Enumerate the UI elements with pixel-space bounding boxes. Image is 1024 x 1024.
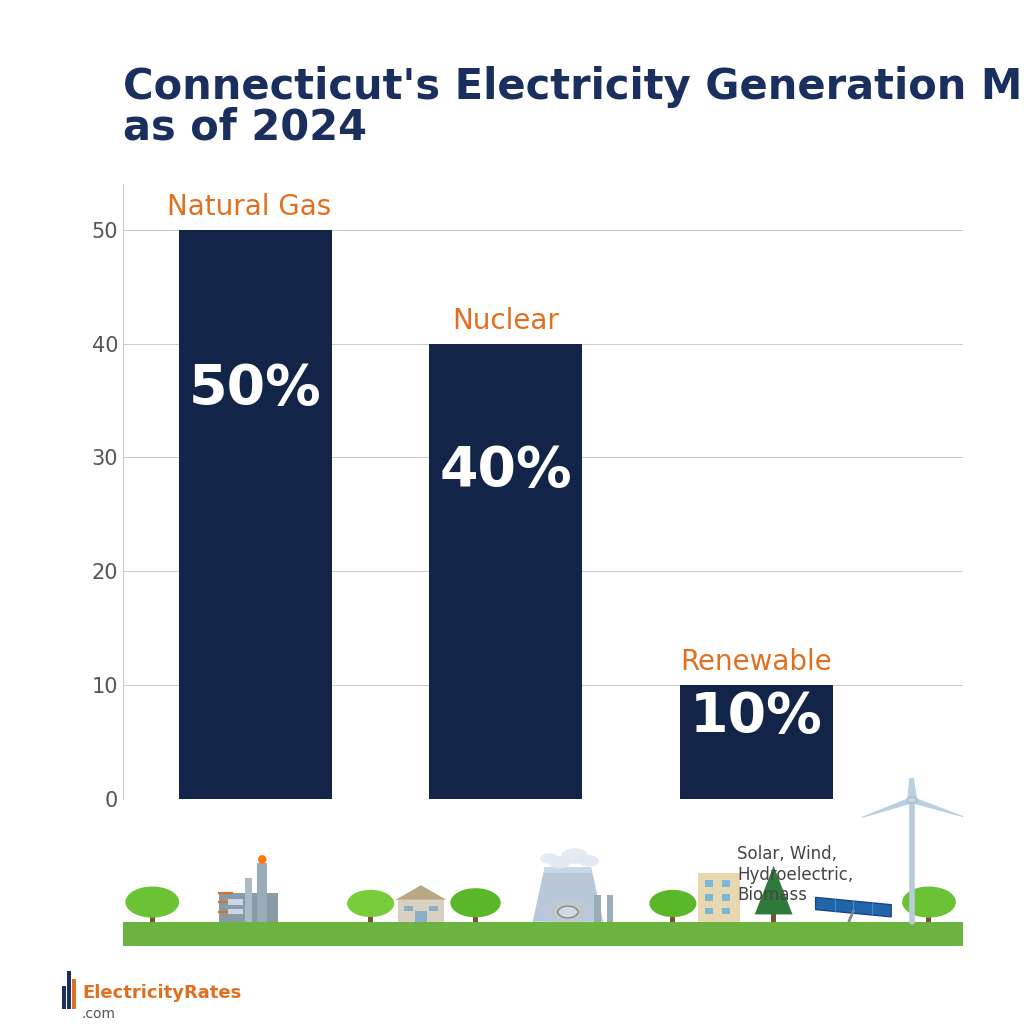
Ellipse shape bbox=[258, 855, 266, 864]
Text: Connecticut's Electricity Generation Mix: Connecticut's Electricity Generation Mix bbox=[123, 66, 1024, 108]
FancyBboxPatch shape bbox=[257, 863, 267, 922]
FancyBboxPatch shape bbox=[219, 893, 279, 922]
Text: as of 2024: as of 2024 bbox=[123, 106, 367, 148]
Ellipse shape bbox=[579, 855, 599, 866]
Bar bbox=[68, 972, 72, 1009]
FancyBboxPatch shape bbox=[551, 902, 585, 922]
Ellipse shape bbox=[561, 848, 588, 864]
FancyBboxPatch shape bbox=[722, 907, 730, 914]
FancyBboxPatch shape bbox=[429, 906, 438, 911]
Ellipse shape bbox=[347, 890, 394, 918]
Text: ElectricityRates: ElectricityRates bbox=[82, 984, 242, 1002]
Polygon shape bbox=[395, 885, 446, 900]
Text: Solar, Wind,
Hydroelectric,
Biomass: Solar, Wind, Hydroelectric, Biomass bbox=[737, 845, 854, 904]
Ellipse shape bbox=[541, 853, 559, 864]
FancyBboxPatch shape bbox=[722, 894, 730, 901]
Ellipse shape bbox=[125, 887, 179, 918]
Bar bbox=[73, 979, 76, 1009]
FancyBboxPatch shape bbox=[415, 911, 427, 922]
FancyBboxPatch shape bbox=[150, 913, 155, 922]
FancyBboxPatch shape bbox=[594, 895, 601, 922]
Bar bbox=[179, 229, 332, 799]
Bar bbox=[429, 344, 583, 799]
Polygon shape bbox=[861, 798, 914, 818]
Polygon shape bbox=[815, 897, 891, 916]
Text: 40%: 40% bbox=[439, 444, 572, 498]
FancyBboxPatch shape bbox=[245, 878, 252, 922]
Ellipse shape bbox=[451, 888, 501, 918]
FancyBboxPatch shape bbox=[705, 881, 713, 887]
FancyBboxPatch shape bbox=[771, 914, 776, 922]
FancyBboxPatch shape bbox=[722, 881, 730, 887]
FancyBboxPatch shape bbox=[123, 922, 963, 946]
Circle shape bbox=[907, 798, 918, 803]
Bar bbox=[680, 685, 833, 799]
Polygon shape bbox=[532, 868, 603, 922]
Circle shape bbox=[558, 906, 578, 918]
FancyBboxPatch shape bbox=[227, 899, 243, 905]
FancyBboxPatch shape bbox=[404, 906, 413, 911]
Text: 10%: 10% bbox=[690, 690, 822, 743]
FancyBboxPatch shape bbox=[606, 895, 613, 922]
FancyBboxPatch shape bbox=[398, 900, 444, 922]
Text: 50%: 50% bbox=[189, 362, 322, 416]
Text: Natural Gas: Natural Gas bbox=[168, 193, 332, 221]
FancyBboxPatch shape bbox=[227, 908, 243, 914]
FancyBboxPatch shape bbox=[368, 913, 373, 922]
Text: .com: .com bbox=[82, 1007, 116, 1021]
Ellipse shape bbox=[549, 856, 570, 868]
FancyBboxPatch shape bbox=[705, 894, 713, 901]
FancyBboxPatch shape bbox=[671, 913, 676, 922]
Polygon shape bbox=[755, 865, 793, 914]
FancyBboxPatch shape bbox=[545, 867, 592, 873]
FancyBboxPatch shape bbox=[927, 913, 932, 922]
Ellipse shape bbox=[902, 887, 955, 918]
FancyBboxPatch shape bbox=[473, 913, 478, 922]
Ellipse shape bbox=[649, 890, 696, 918]
Text: Nuclear: Nuclear bbox=[453, 306, 559, 335]
Bar bbox=[62, 986, 67, 1009]
Text: Renewable: Renewable bbox=[680, 648, 833, 676]
FancyBboxPatch shape bbox=[705, 907, 713, 914]
Polygon shape bbox=[909, 798, 964, 817]
Polygon shape bbox=[907, 766, 918, 800]
FancyBboxPatch shape bbox=[698, 873, 740, 922]
